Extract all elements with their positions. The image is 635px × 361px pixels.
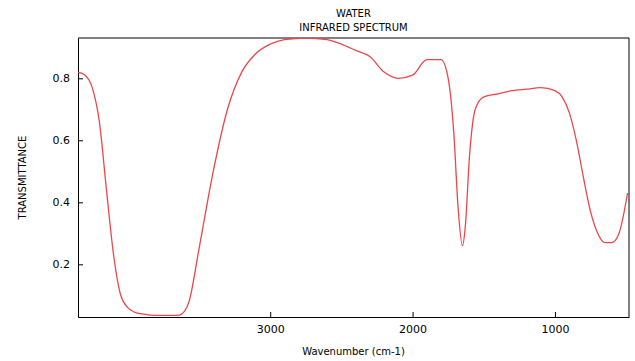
y-axis: 0.2 0.4 0.6 0.8 bbox=[53, 39, 84, 318]
tick-label: 0.2 bbox=[53, 258, 71, 271]
tick-mark bbox=[413, 312, 414, 317]
tick-label: 2000 bbox=[399, 323, 427, 336]
tick-label: 1000 bbox=[541, 323, 569, 336]
tick-mark bbox=[78, 264, 83, 265]
tick-label: 0.8 bbox=[53, 72, 71, 85]
frame-top bbox=[78, 38, 629, 39]
axis-line bbox=[78, 39, 79, 318]
chart: 3000 2000 1000 0.2 0.4 0.6 0.8 WATER INFRARED SP… bbox=[0, 0, 635, 361]
marks bbox=[78, 38, 628, 315]
tick-mark bbox=[555, 312, 556, 317]
x-axis-title: Wavenumber (cm-1) bbox=[302, 346, 405, 357]
tick-mark bbox=[78, 140, 83, 141]
tick-label: 0.6 bbox=[53, 134, 71, 147]
tick-mark bbox=[270, 312, 271, 317]
tick: 0.4 bbox=[53, 196, 84, 209]
tick: 0.2 bbox=[53, 258, 84, 271]
axis-line bbox=[79, 317, 630, 318]
plot: 3000 2000 1000 0.2 0.4 0.6 0.8 bbox=[53, 38, 630, 336]
tick: 3000 bbox=[257, 312, 285, 336]
tick-label: 3000 bbox=[257, 323, 285, 336]
title: WATER bbox=[336, 8, 371, 19]
frame-right bbox=[629, 38, 630, 317]
tick: 0.8 bbox=[53, 72, 84, 85]
tick-mark bbox=[78, 78, 83, 79]
tick: 1000 bbox=[541, 312, 569, 336]
y-axis-title: TRANSMITTANCE bbox=[17, 136, 28, 221]
subtitle: INFRARED SPECTRUM bbox=[299, 22, 407, 33]
tick-mark bbox=[78, 202, 83, 203]
tick: 2000 bbox=[399, 312, 427, 336]
tick: 0.6 bbox=[53, 134, 84, 147]
tick-label: 0.4 bbox=[53, 196, 71, 209]
spectrum-line bbox=[78, 38, 628, 315]
